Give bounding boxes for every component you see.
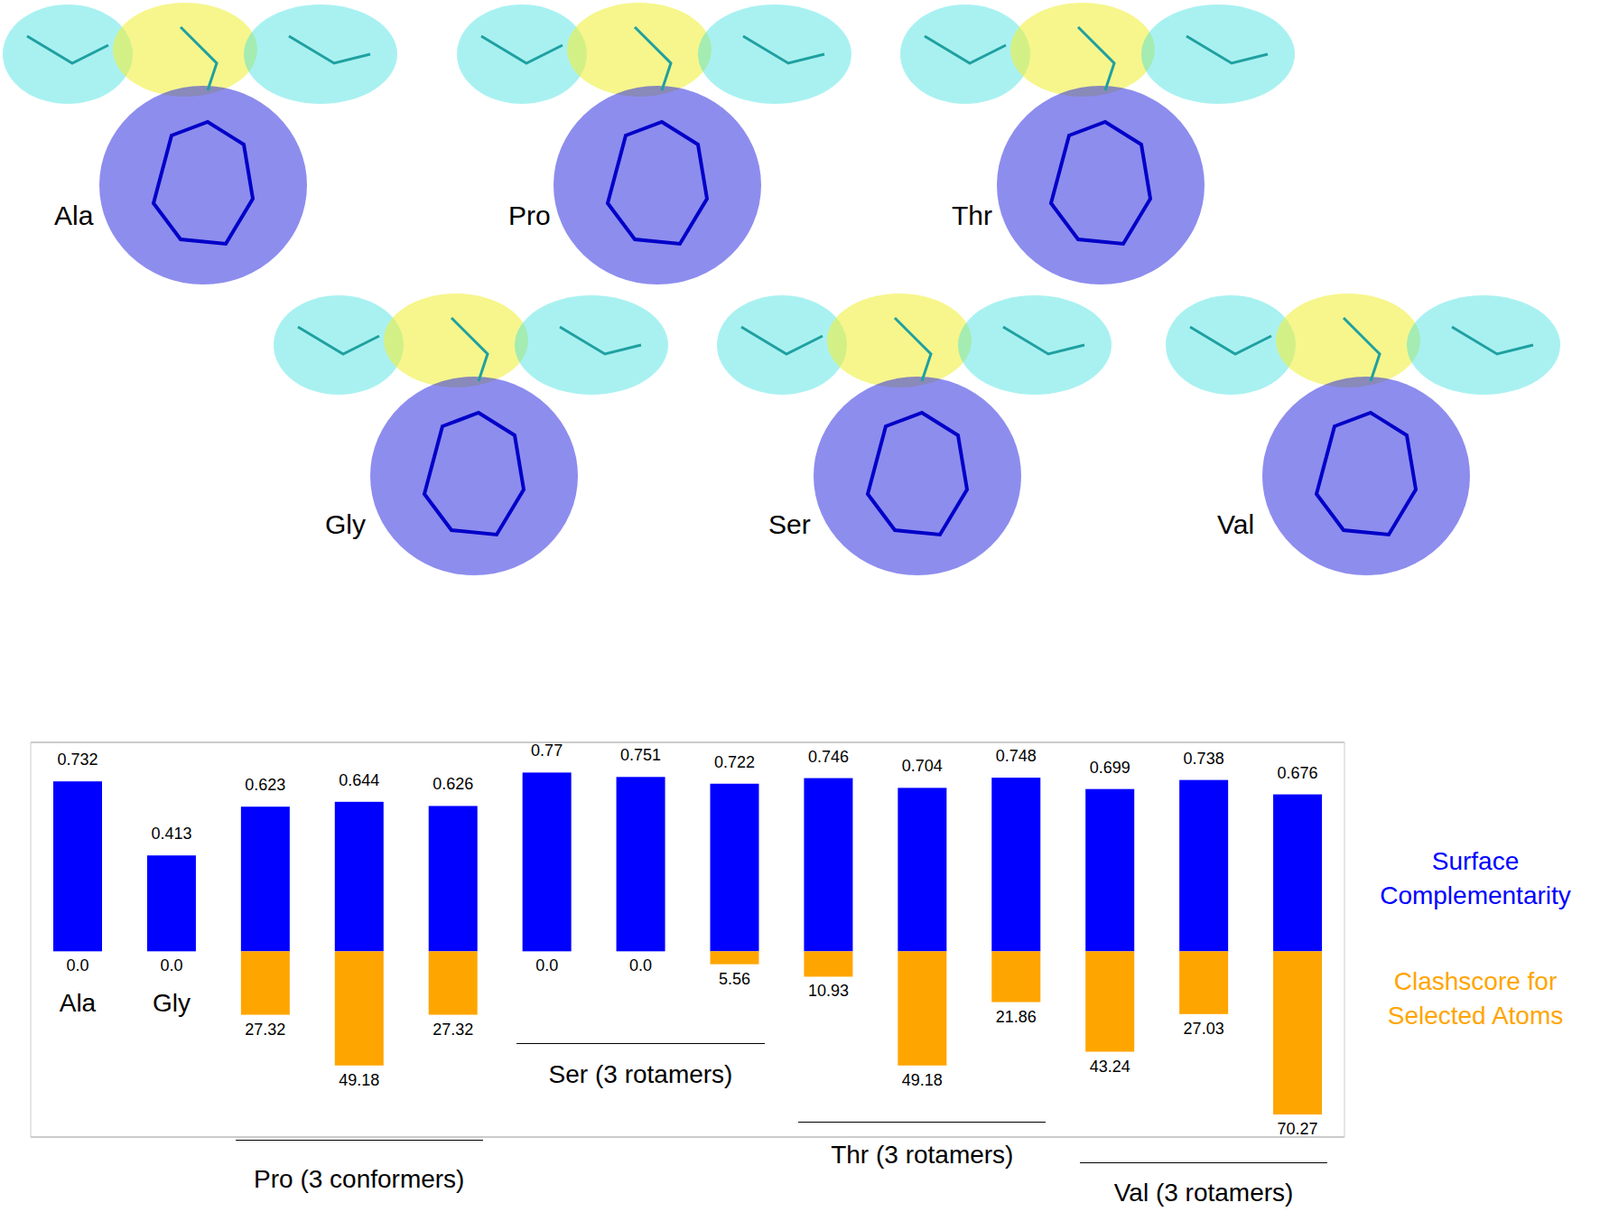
svg-text:70.27: 70.27 xyxy=(1277,1119,1319,1138)
svg-text:0.746: 0.746 xyxy=(808,747,849,766)
svg-text:0.751: 0.751 xyxy=(620,745,661,764)
html-text:Gly: Gly xyxy=(152,988,191,1017)
svg-text:27.03: 27.03 xyxy=(1183,1019,1225,1038)
html-text:Val: Val xyxy=(1217,509,1255,540)
svg-text:0.722: 0.722 xyxy=(714,753,755,772)
svg-text:5.56: 5.56 xyxy=(718,969,751,988)
html-text:Pro: Pro xyxy=(508,200,551,231)
svg-text:0.699: 0.699 xyxy=(1089,758,1131,777)
svg-text:49.18: 49.18 xyxy=(338,1070,380,1089)
svg-text:10.93: 10.93 xyxy=(808,981,849,1000)
svg-text:27.32: 27.32 xyxy=(432,1020,474,1039)
svg-text:0.413: 0.413 xyxy=(150,824,192,843)
svg-text:0.732: 0.732 xyxy=(56,750,98,769)
html-text:Pro (3 conformers): Pro (3 conformers) xyxy=(253,1164,465,1193)
html-text:Surface Complementarity: Surface Complementarity xyxy=(1379,846,1571,910)
svg-text:21.86: 21.86 xyxy=(995,1007,1037,1026)
svg-text:27.32: 27.32 xyxy=(244,1020,286,1039)
html-text:Ala: Ala xyxy=(59,988,96,1017)
svg-text:0.0: 0.0 xyxy=(65,956,89,975)
svg-text:0.644: 0.644 xyxy=(338,771,380,790)
svg-text:43.24: 43.24 xyxy=(1089,1057,1131,1076)
html-text:Ser: Ser xyxy=(768,509,811,540)
html-text:Val (3 rotamers): Val (3 rotamers) xyxy=(1114,1178,1294,1207)
svg-text:0.0: 0.0 xyxy=(535,956,559,975)
svg-text:0.0: 0.0 xyxy=(159,956,183,975)
svg-text:0.704: 0.704 xyxy=(902,756,943,775)
svg-text:0.0: 0.0 xyxy=(629,956,652,975)
svg-text:0.738: 0.738 xyxy=(1183,749,1225,768)
svg-text:0.623: 0.623 xyxy=(244,775,286,794)
svg-text:0.748: 0.748 xyxy=(995,746,1037,765)
svg-text:0.676: 0.676 xyxy=(1277,763,1319,782)
svg-text:49.18: 49.18 xyxy=(902,1070,943,1089)
html-text:Clashscore for Selected Atoms: Clashscore for Selected Atoms xyxy=(1387,967,1564,1030)
svg-text:0.626: 0.626 xyxy=(432,774,474,793)
html-text:Gly: Gly xyxy=(325,509,366,540)
html-text:Ser (3 rotamers): Ser (3 rotamers) xyxy=(548,1060,733,1089)
svg-text:0.77: 0.77 xyxy=(530,741,563,760)
html-text:Ala: Ala xyxy=(54,200,94,231)
html-text:Thr: Thr xyxy=(951,200,993,231)
html-text:Thr (3 rotamers): Thr (3 rotamers) xyxy=(830,1140,1014,1169)
